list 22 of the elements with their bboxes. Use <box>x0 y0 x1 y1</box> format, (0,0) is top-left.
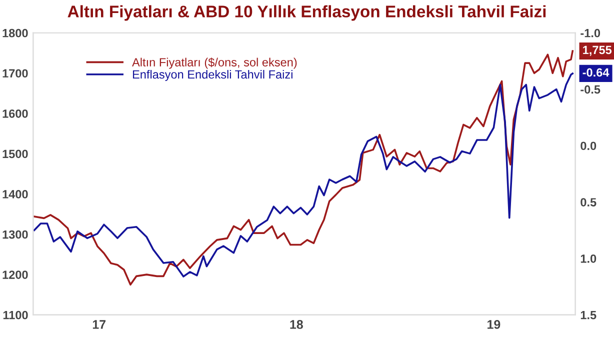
text: -0.64 <box>582 68 610 77</box>
y-tick-label: 1600 <box>2 109 28 118</box>
x-tick-label: 17 <box>92 320 106 329</box>
y-tick-label: 1200 <box>2 270 28 279</box>
y2-tick-label: 1.5 <box>580 311 596 320</box>
y2-tick-label: 0.0 <box>580 142 596 150</box>
text: 1,755 <box>583 46 612 56</box>
y2-tick-label: 0.5 <box>580 198 596 206</box>
y2-tick-label: -1.0 <box>580 28 600 38</box>
y-tick-label: 1300 <box>2 230 28 239</box>
y2-tick-label: -0.5 <box>580 85 600 94</box>
legend-label: Altın Fiyatları ($/ons, sol eksen) <box>132 58 297 69</box>
legend-label: Enflasyon Endeksli Tahvil Faizi <box>132 70 292 81</box>
y-tick-label: 1100 <box>3 310 28 320</box>
y-tick-label: 1500 <box>2 150 28 158</box>
y-tick-label: 1800 <box>2 28 28 38</box>
y2-tick-label: 1.0 <box>580 254 596 263</box>
chart-title: Altın Fiyatları & ABD 10 Yıllık Enflasyon Endeksli Tahvil Faizi <box>68 5 546 21</box>
x-tick-label: 18 <box>290 320 303 329</box>
x-tick-label: 19 <box>488 320 500 329</box>
y-tick-label: 1700 <box>2 69 28 78</box>
y-tick-label: 1400 <box>2 190 28 198</box>
